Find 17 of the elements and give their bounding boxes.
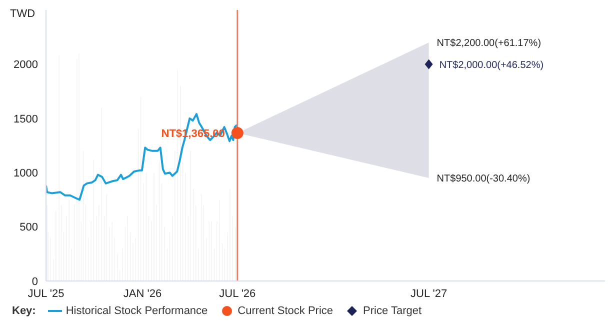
annotation: NT$950.00(-30.40%) (436, 174, 530, 185)
y-tick-label: 1500 (14, 113, 38, 126)
legend-label: Historical Stock Performance (64, 305, 208, 317)
data-label: NT$2,000.00(+46.52%) (439, 60, 544, 71)
y-tick-label: 2000 (14, 59, 38, 72)
x-tick-label: JUL '26 (219, 288, 256, 300)
y-tick-label: 500 (20, 222, 38, 234)
legend-label: Current Stock Price (236, 305, 334, 317)
x-tick-label: JUL '25 (28, 288, 64, 300)
legend-title: Key: (12, 305, 36, 317)
y-tick-label: 1000 (14, 168, 38, 180)
x-tick-label: JAN '26 (123, 288, 162, 300)
y-axis-title: TWD (10, 8, 36, 20)
y-tick-label: 0 (32, 276, 38, 288)
legend-label: Price Target (362, 305, 422, 317)
x-tick-label: JUL '27 (410, 288, 448, 300)
annotation: NT$2,200.00(+61.17%) (436, 38, 542, 50)
